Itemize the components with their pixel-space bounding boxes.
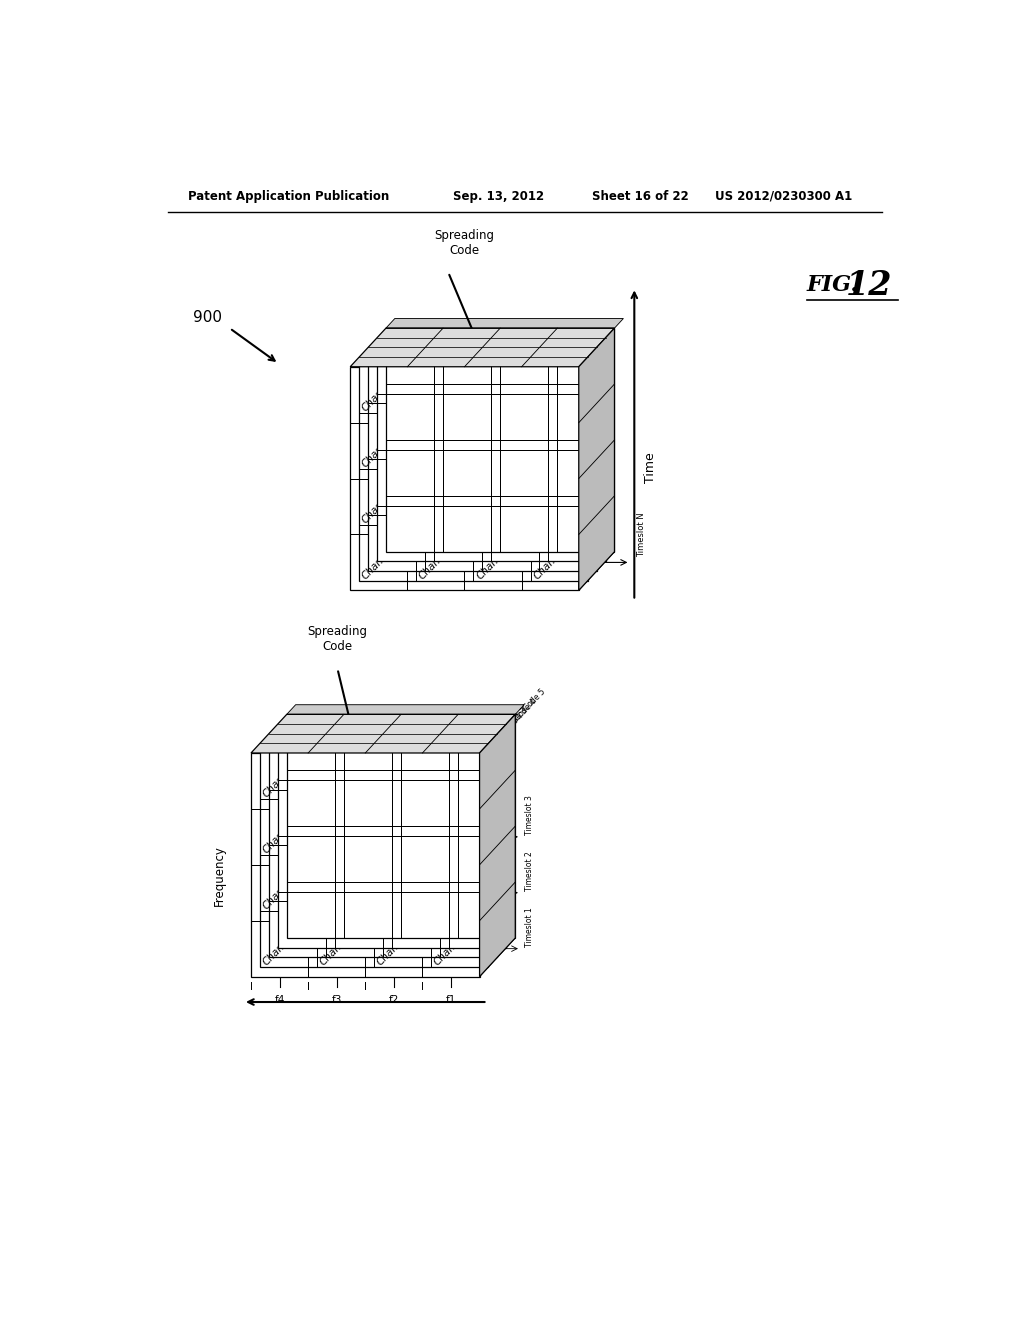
Text: Channel: Channel: [318, 818, 355, 855]
Text: Sheet 16 of 22: Sheet 16 of 22: [592, 190, 689, 202]
Text: Code 4: Code 4: [513, 697, 538, 722]
Text: Timeslot 3: Timeslot 3: [524, 795, 534, 834]
Text: Channel: Channel: [261, 931, 298, 968]
Text: Channel: Channel: [432, 931, 470, 968]
Text: f3: f3: [332, 995, 342, 1005]
Polygon shape: [386, 318, 624, 329]
Text: Channel: Channel: [261, 762, 298, 800]
Text: Channel: Channel: [375, 874, 413, 911]
Text: Timeslot 1: Timeslot 1: [524, 907, 534, 946]
Polygon shape: [479, 743, 488, 977]
Text: Channel: Channel: [417, 432, 455, 470]
Text: Channel: Channel: [474, 488, 512, 525]
Polygon shape: [506, 714, 515, 948]
Text: Channel: Channel: [474, 376, 512, 413]
Text: Spreading
Code: Spreading Code: [307, 626, 368, 653]
Text: Channel: Channel: [417, 488, 455, 525]
Polygon shape: [287, 714, 515, 939]
Text: US 2012/0230300 A1: US 2012/0230300 A1: [715, 190, 853, 202]
Text: Channel: Channel: [432, 874, 470, 911]
Text: Frequency: Frequency: [213, 846, 225, 907]
Text: Time: Time: [644, 451, 656, 483]
Text: 900: 900: [193, 310, 222, 326]
Text: Code 3: Code 3: [504, 706, 529, 731]
Text: Channel: Channel: [318, 874, 355, 911]
Text: f4: f4: [274, 995, 285, 1005]
Text: Patent Application Publication: Patent Application Publication: [187, 190, 389, 202]
Text: Channel: Channel: [474, 544, 512, 581]
Polygon shape: [359, 358, 588, 581]
Text: Channel: Channel: [261, 874, 298, 911]
Text: Channel: Channel: [375, 931, 413, 968]
Text: Channel: Channel: [417, 544, 455, 581]
Text: Channel: Channel: [360, 432, 397, 470]
Text: Channel: Channel: [531, 544, 569, 581]
Polygon shape: [251, 752, 479, 977]
Polygon shape: [488, 734, 498, 968]
Text: Channel: Channel: [474, 432, 512, 470]
Polygon shape: [579, 329, 614, 590]
Text: Channel: Channel: [432, 762, 470, 800]
Text: Sep. 13, 2012: Sep. 13, 2012: [454, 190, 545, 202]
Polygon shape: [588, 347, 597, 581]
Text: Channel: Channel: [360, 376, 397, 413]
Text: Channel: Channel: [417, 376, 455, 413]
Text: Channel: Channel: [360, 488, 397, 525]
Text: Timeslot N: Timeslot N: [637, 512, 646, 557]
Polygon shape: [579, 358, 588, 590]
Polygon shape: [251, 714, 515, 752]
Polygon shape: [278, 725, 506, 948]
Polygon shape: [269, 734, 498, 957]
Polygon shape: [377, 338, 605, 561]
Text: Channel: Channel: [531, 376, 569, 413]
Text: 12: 12: [846, 269, 893, 302]
Text: Channel: Channel: [531, 488, 569, 525]
Text: f2: f2: [389, 995, 399, 1005]
Polygon shape: [350, 329, 614, 367]
Text: Timeslot 2: Timeslot 2: [524, 851, 534, 891]
Polygon shape: [597, 338, 605, 572]
Text: Channel: Channel: [375, 762, 413, 800]
Text: Channel: Channel: [261, 818, 298, 855]
Polygon shape: [368, 347, 597, 572]
Polygon shape: [386, 329, 614, 552]
Text: Code 5: Code 5: [521, 688, 547, 713]
Text: Code 1: Code 1: [486, 726, 511, 751]
Polygon shape: [605, 329, 614, 561]
Polygon shape: [498, 725, 506, 957]
Text: FIG.: FIG.: [807, 275, 859, 297]
Polygon shape: [479, 714, 515, 977]
Text: Channel: Channel: [432, 818, 470, 855]
Text: Code 2: Code 2: [495, 717, 520, 742]
Text: Channel: Channel: [360, 544, 397, 581]
Polygon shape: [350, 367, 579, 590]
Text: Spreading
Code: Spreading Code: [434, 228, 494, 257]
Polygon shape: [260, 743, 488, 968]
Text: Channel: Channel: [318, 931, 355, 968]
Text: Channel: Channel: [531, 432, 569, 470]
Text: Channel: Channel: [375, 818, 413, 855]
Polygon shape: [287, 705, 524, 714]
Text: Channel: Channel: [318, 762, 355, 800]
Text: f1: f1: [445, 995, 456, 1005]
